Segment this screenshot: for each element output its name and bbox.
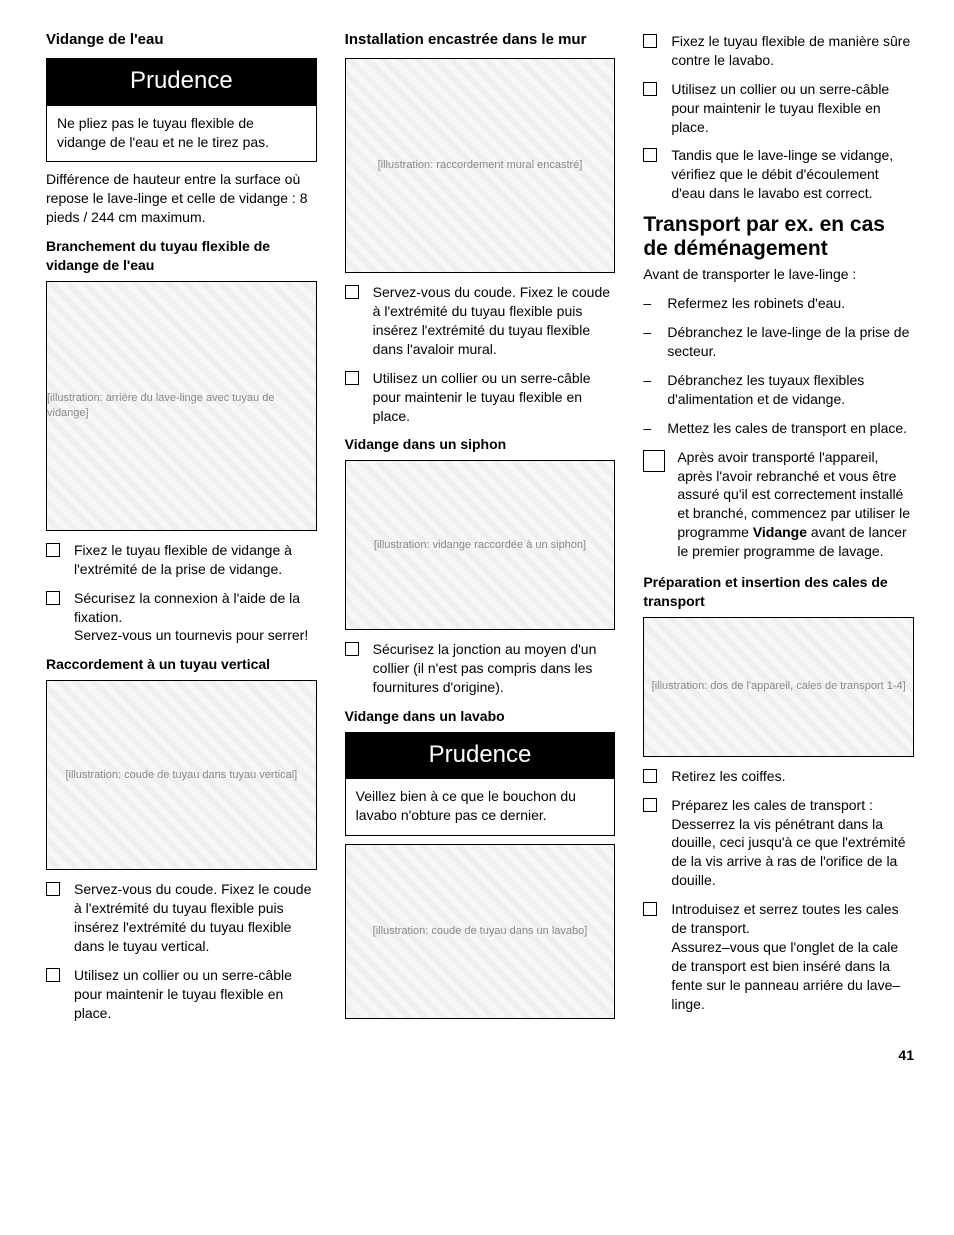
heading-vidange-eau: Vidange de l'eau: [46, 30, 317, 50]
list-siphon: Sécurisez la jonction au moyen d'un coll…: [345, 640, 616, 697]
dash-icon: –: [643, 371, 657, 390]
figure-transit-bolts: [illustration: dos de l'appareil, cales …: [643, 617, 914, 757]
list-text: Retirez les coiffes.: [671, 767, 914, 786]
list-item: –Débranchez les tuyaux flexibles d'alime…: [643, 371, 914, 409]
list-cales: Retirez les coiffes. Préparez les cales …: [643, 767, 914, 1014]
list-text: Mettez les cales de transport en place.: [667, 419, 914, 438]
checkbox-icon: [345, 285, 359, 299]
paragraph-avant-transport: Avant de transporter le lave-linge :: [643, 265, 914, 284]
heading-raccordement-vertical: Raccordement à un tuyau vertical: [46, 655, 317, 674]
checkbox-icon: [345, 642, 359, 656]
caution-box-1: Prudence Ne pliez pas le tuyau flexible …: [46, 58, 317, 162]
heading-cales: Préparation et insertion des cales de tr…: [643, 573, 914, 611]
list-text: Sécurisez la connexion à l'aide de la fi…: [74, 589, 317, 646]
checkbox-icon: [643, 798, 657, 812]
list-item: Servez-vous du coude. Fixez le coude à l…: [345, 283, 616, 359]
paragraph-height-diff: Différence de hauteur entre la surface o…: [46, 170, 317, 227]
list-item: Utilisez un collier ou un serre-câble po…: [643, 80, 914, 137]
list-item: Sécurisez la jonction au moyen d'un coll…: [345, 640, 616, 697]
column-2: Installation encastrée dans le mur [illu…: [345, 30, 616, 1032]
list-item: Utilisez un collier ou un serre-câble po…: [345, 369, 616, 426]
checkbox-icon: [345, 371, 359, 385]
list-item: –Mettez les cales de transport en place.: [643, 419, 914, 438]
heading-branchement: Branchement du tuyau flexible de vidange…: [46, 237, 317, 275]
dash-icon: –: [643, 294, 657, 313]
note-text: Après avoir transporté l'appareil, après…: [677, 448, 914, 561]
caution-title: Prudence: [47, 59, 316, 105]
checkbox-icon: [643, 34, 657, 48]
list-text: Servez-vous du coude. Fixez le coude à l…: [373, 283, 616, 359]
caution-box-2: Prudence Veillez bien à ce que le boucho…: [345, 732, 616, 836]
figure-standpipe: [illustration: coude de tuyau dans tuyau…: [46, 680, 317, 870]
list-text: Tandis que le lave-linge se vidange, vér…: [671, 146, 914, 203]
heading-lavabo: Vidange dans un lavabo: [345, 707, 616, 726]
checkbox-icon: [46, 591, 60, 605]
dash-icon: –: [643, 323, 657, 342]
list-branchement: Fixez le tuyau flexible de vidange à l'e…: [46, 541, 317, 645]
list-standpipe: Servez-vous du coude. Fixez le coude à l…: [46, 880, 317, 1022]
list-item: Servez-vous du coude. Fixez le coude à l…: [46, 880, 317, 956]
checkbox-icon: [643, 148, 657, 162]
checkbox-icon: [643, 902, 657, 916]
list-item: –Débranchez le lave-linge de la prise de…: [643, 323, 914, 361]
caution-body: Ne pliez pas le tuyau flexible de vidang…: [47, 106, 316, 162]
heading-transport: Transport par ex. en cas de déménagement: [643, 213, 914, 261]
list-text: Servez-vous du coude. Fixez le coude à l…: [74, 880, 317, 956]
list-item: –Refermez les robinets d'eau.: [643, 294, 914, 313]
list-item: Préparez les cales de transport :Desserr…: [643, 796, 914, 890]
checkbox-icon: [643, 82, 657, 96]
list-text: Utilisez un collier ou un serre-câble po…: [373, 369, 616, 426]
list-lavabo-cont: Fixez le tuyau flexible de manière sûre …: [643, 32, 914, 203]
checkbox-icon: [643, 769, 657, 783]
list-item: Introduisez et serrez toutes les cales d…: [643, 900, 914, 1013]
checkbox-icon: [46, 968, 60, 982]
figure-drain-hose-connection: [illustration: arrière du lave-linge ave…: [46, 281, 317, 531]
note-icon: [643, 450, 665, 472]
figure-wall-install: [illustration: raccordement mural encast…: [345, 58, 616, 273]
list-item: Sécurisez la connexion à l'aide de la fi…: [46, 589, 317, 646]
list-text: Débranchez le lave-linge de la prise de …: [667, 323, 914, 361]
page-columns: Vidange de l'eau Prudence Ne pliez pas l…: [46, 30, 914, 1032]
list-text: Utilisez un collier ou un serre-câble po…: [74, 966, 317, 1023]
list-text: Débranchez les tuyaux flexibles d'alimen…: [667, 371, 914, 409]
checkbox-icon: [46, 882, 60, 896]
caution-body: Veillez bien à ce que le bouchon du lava…: [346, 779, 615, 835]
list-transport-steps: –Refermez les robinets d'eau. –Débranche…: [643, 294, 914, 437]
caution-title: Prudence: [346, 733, 615, 779]
list-item: Retirez les coiffes.: [643, 767, 914, 786]
checkbox-icon: [46, 543, 60, 557]
list-text: Utilisez un collier ou un serre-câble po…: [671, 80, 914, 137]
page-number: 41: [46, 1046, 914, 1065]
list-text: Fixez le tuyau flexible de manière sûre …: [671, 32, 914, 70]
dash-icon: –: [643, 419, 657, 438]
list-text: Refermez les robinets d'eau.: [667, 294, 914, 313]
heading-siphon: Vidange dans un siphon: [345, 435, 616, 454]
list-item: Fixez le tuyau flexible de vidange à l'e…: [46, 541, 317, 579]
list-text: Sécurisez la jonction au moyen d'un coll…: [373, 640, 616, 697]
list-item: Tandis que le lave-linge se vidange, vér…: [643, 146, 914, 203]
list-wall-install: Servez-vous du coude. Fixez le coude à l…: [345, 283, 616, 425]
column-3: Fixez le tuyau flexible de manière sûre …: [643, 30, 914, 1032]
list-text: Fixez le tuyau flexible de vidange à l'e…: [74, 541, 317, 579]
figure-siphon: [illustration: vidange raccordée à un si…: [345, 460, 616, 630]
list-item: Fixez le tuyau flexible de manière sûre …: [643, 32, 914, 70]
list-text: Introduisez et serrez toutes les cales d…: [671, 900, 914, 1013]
figure-lavabo: [illustration: coude de tuyau dans un la…: [345, 844, 616, 1019]
column-1: Vidange de l'eau Prudence Ne pliez pas l…: [46, 30, 317, 1032]
heading-encastree: Installation encastrée dans le mur: [345, 30, 616, 50]
note-text-bold: Vidange: [753, 524, 807, 540]
list-item: Utilisez un collier ou un serre-câble po…: [46, 966, 317, 1023]
note-after-transport: Après avoir transporté l'appareil, après…: [643, 448, 914, 561]
list-text: Préparez les cales de transport :Desserr…: [671, 796, 914, 890]
